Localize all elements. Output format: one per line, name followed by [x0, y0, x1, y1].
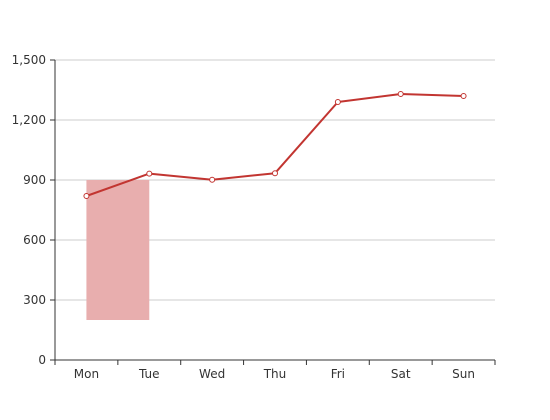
- series-layer: [83, 91, 467, 199]
- data-point[interactable]: [83, 193, 90, 199]
- y-tick-label: 1,500: [12, 53, 46, 67]
- tick-label-layer: 0 300 600 900 1,200 1,500 Mon Tue Wed Thu Fri Sat Su…: [12, 53, 475, 381]
- x-tick-label: Thu: [263, 367, 287, 381]
- data-point[interactable]: [209, 176, 216, 183]
- data-point[interactable]: [146, 170, 153, 177]
- x-tick-label: Sat: [391, 367, 411, 381]
- x-tick-label: Mon: [74, 367, 99, 381]
- axis-layer: [50, 59, 496, 365]
- x-tick-label: Fri: [331, 367, 345, 381]
- y-tick-label: 900: [23, 173, 46, 187]
- y-tick-label: 0: [38, 353, 46, 367]
- x-tick-label: Tue: [138, 367, 160, 381]
- y-tick-label: 600: [23, 233, 46, 247]
- y-tick-label: 300: [23, 293, 46, 307]
- y-tick-label: 1,200: [12, 113, 46, 127]
- data-point[interactable]: [397, 91, 404, 97]
- highlight-band-layer: [86, 180, 150, 320]
- data-point[interactable]: [460, 93, 467, 99]
- highlight-band: [86, 180, 150, 320]
- x-tick-label: Wed: [199, 367, 225, 381]
- x-tick-label: Sun: [452, 367, 475, 381]
- data-point[interactable]: [272, 170, 278, 177]
- data-point[interactable]: [334, 99, 341, 105]
